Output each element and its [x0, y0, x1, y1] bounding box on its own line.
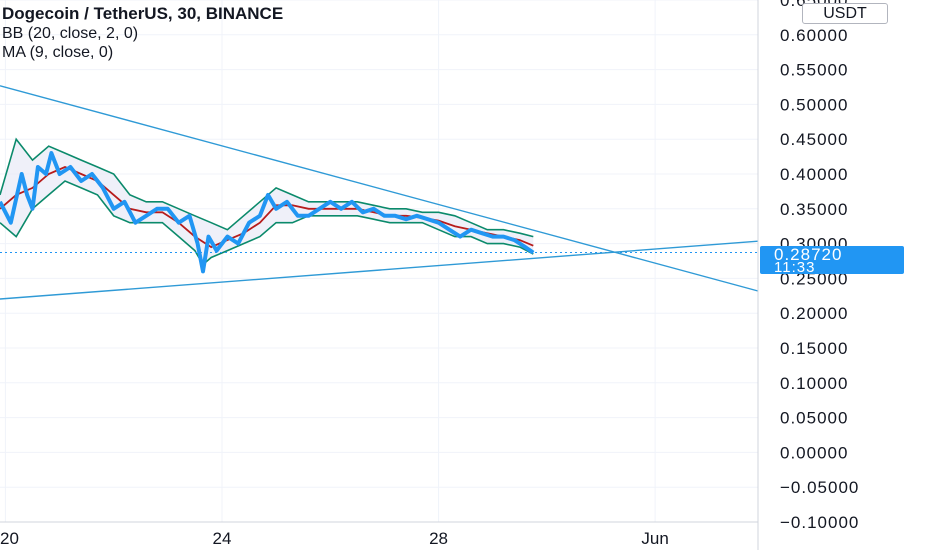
y-tick-label: 0.20000 — [780, 304, 848, 323]
y-tick-label: 0.05000 — [780, 409, 848, 428]
descending-trend-line[interactable] — [0, 85, 759, 292]
ascending-trend-line[interactable] — [0, 240, 759, 300]
y-tick-label: 0.40000 — [780, 165, 848, 184]
last-price-value: 0.28720 — [774, 245, 843, 264]
trend-lines — [0, 85, 759, 300]
grid — [0, 0, 758, 523]
symbol-title: Dogecoin / TetherUS, 30, BINANCE — [2, 4, 284, 23]
price-line — [0, 151, 535, 274]
y-tick-label: 0.55000 — [780, 61, 848, 80]
bar-countdown: 11:33 — [774, 259, 816, 276]
y-tick-label: 0.15000 — [780, 339, 848, 358]
y-tick-label: 0.45000 — [780, 130, 848, 149]
y-tick-label: 0.25000 — [780, 269, 848, 288]
y-tick-label: 0.00000 — [780, 443, 848, 462]
x-tick-label: Jun — [641, 529, 668, 548]
currency-badge[interactable]: USDT — [802, 3, 888, 24]
indicator-bb-label[interactable]: BB (20, close, 2, 0) — [2, 25, 139, 42]
chart-legend: Dogecoin / TetherUS, 30, BINANCE BB (20,… — [0, 4, 283, 62]
indicator-ma-label[interactable]: MA (9, close, 0) — [2, 44, 114, 61]
x-tick-label: 24 — [213, 529, 232, 548]
y-tick-label: −0.10000 — [780, 513, 859, 532]
y-tick-label: 0.35000 — [780, 200, 848, 219]
x-tick-label: 28 — [429, 529, 448, 548]
y-tick-label: 0.50000 — [780, 95, 848, 114]
bb-lower-line — [0, 180, 534, 266]
series-layer — [0, 137, 535, 274]
last-price-label: 0.28720 11:33 — [760, 245, 904, 276]
y-tick-label: 0.10000 — [780, 374, 848, 393]
axes: 0.650000.600000.550000.500000.450000.400… — [0, 0, 859, 550]
x-tick-label: 20 — [0, 529, 19, 548]
y-tick-label: 0.60000 — [780, 26, 848, 45]
y-tick-label: −0.05000 — [780, 478, 859, 497]
